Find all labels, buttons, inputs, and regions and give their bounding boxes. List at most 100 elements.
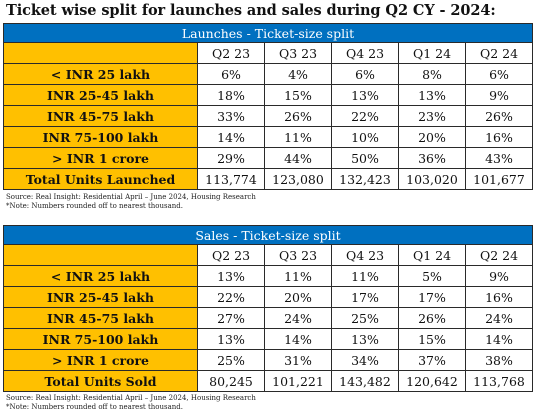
table-cell: 101,221	[264, 370, 332, 392]
column-header: Q3 23	[264, 42, 332, 64]
table-cell: 23%	[398, 105, 466, 127]
row-label: INR 25-45 lakh	[3, 84, 198, 106]
table-cell: 113,768	[464, 370, 534, 392]
table-row: INR 25-45 lakh 18% 15% 13% 13% 9%	[3, 84, 533, 106]
table-cell: 6%	[197, 63, 265, 85]
table-cell: 24%	[464, 307, 534, 329]
table-cell: 132,423	[331, 168, 399, 190]
table-cell: 11%	[264, 126, 332, 148]
table-cell: 13%	[331, 328, 399, 350]
sales-table: Sales - Ticket-size split Q2 23 Q3 23 Q4…	[2, 225, 534, 392]
header-blank-cell	[3, 244, 198, 266]
launches-table: Launches - Ticket-size split Q2 23 Q3 23…	[3, 23, 533, 190]
launches-table-header: Launches - Ticket-size split	[3, 23, 533, 43]
table-cell: 33%	[197, 105, 265, 127]
table-cell: 50%	[331, 147, 399, 169]
table-cell: 13%	[197, 265, 265, 287]
table-cell: 9%	[464, 265, 534, 287]
table-cell: 43%	[465, 147, 533, 169]
table-cell: 26%	[398, 307, 466, 329]
table-row: INR 45-75 lakh 33% 26% 22% 23% 26%	[3, 105, 533, 127]
table-cell: 15%	[264, 84, 332, 106]
total-row: Total Units Launched 113,774 123,080 132…	[3, 168, 533, 190]
table-cell: 6%	[465, 63, 533, 85]
table-cell: 8%	[398, 63, 466, 85]
table-cell: 14%	[264, 328, 332, 350]
source-text: Source: Real Insight: Residential April …	[6, 193, 256, 201]
source-text: Source: Real Insight: Residential April …	[6, 394, 256, 402]
row-label: INR 45-75 lakh	[3, 307, 198, 329]
table-cell: 16%	[464, 286, 534, 308]
table-cell: 36%	[398, 147, 466, 169]
table-row: INR 45-75 lakh 27% 24% 25% 26% 24%	[3, 307, 534, 329]
table-row: < INR 25 lakh 13% 11% 11% 5% 9%	[3, 265, 534, 287]
row-label: > INR 1 crore	[3, 147, 198, 169]
table-row: > INR 1 crore 29% 44% 50% 36% 43%	[3, 147, 533, 169]
table-cell: 22%	[331, 105, 399, 127]
column-header: Q1 24	[398, 42, 466, 64]
column-header: Q2 24	[464, 244, 534, 266]
row-label: > INR 1 crore	[3, 349, 198, 371]
page-title: Ticket wise split for launches and sales…	[6, 2, 496, 19]
table-cell: 13%	[398, 84, 466, 106]
row-label: < INR 25 lakh	[3, 265, 198, 287]
launches-source-note: Source: Real Insight: Residential April …	[6, 193, 256, 210]
column-header: Q4 23	[331, 42, 399, 64]
table-cell: 14%	[464, 328, 534, 350]
table-cell: 15%	[398, 328, 466, 350]
table-cell: 13%	[197, 328, 265, 350]
table-cell: 25%	[197, 349, 265, 371]
table-cell: 29%	[197, 147, 265, 169]
table-cell: 13%	[331, 84, 399, 106]
column-header: Q2 23	[197, 42, 265, 64]
sales-table-header: Sales - Ticket-size split	[2, 225, 534, 245]
table-row: INR 75-100 lakh 13% 14% 13% 15% 14%	[3, 328, 534, 350]
table-cell: 143,482	[331, 370, 399, 392]
table-cell: 101,677	[465, 168, 533, 190]
row-label: INR 25-45 lakh	[3, 286, 198, 308]
table-cell: 5%	[398, 265, 466, 287]
table-cell: 120,642	[398, 370, 466, 392]
row-label: INR 45-75 lakh	[3, 105, 198, 127]
table-cell: 11%	[331, 265, 399, 287]
column-header: Q4 23	[331, 244, 399, 266]
table-cell: 113,774	[197, 168, 265, 190]
table-cell: 20%	[264, 286, 332, 308]
table-cell: 44%	[264, 147, 332, 169]
table-cell: 27%	[197, 307, 265, 329]
table-row: < INR 25 lakh 6% 4% 6% 8% 6%	[3, 63, 533, 85]
table-row: INR 25-45 lakh 22% 20% 17% 17% 16%	[3, 286, 534, 308]
column-header: Q2 24	[465, 42, 533, 64]
table-cell: 6%	[331, 63, 399, 85]
row-label: < INR 25 lakh	[3, 63, 198, 85]
row-label: Total Units Sold	[3, 370, 198, 392]
table-cell: 34%	[331, 349, 399, 371]
table-cell: 22%	[197, 286, 265, 308]
table-cell: 31%	[264, 349, 332, 371]
table-cell: 24%	[264, 307, 332, 329]
table-cell: 26%	[264, 105, 332, 127]
row-label: INR 75-100 lakh	[3, 126, 198, 148]
table-cell: 17%	[331, 286, 399, 308]
footnote-text: *Note: Numbers rounded off to nearest th…	[6, 201, 183, 210]
table-cell: 103,020	[398, 168, 466, 190]
table-cell: 37%	[398, 349, 466, 371]
table-cell: 80,245	[197, 370, 265, 392]
table-cell: 17%	[398, 286, 466, 308]
table-row: INR 75-100 lakh 14% 11% 10% 20% 16%	[3, 126, 533, 148]
table-cell: 38%	[464, 349, 534, 371]
footnote-text: *Note: Numbers rounded off to nearest th…	[6, 402, 183, 411]
table-cell: 14%	[197, 126, 265, 148]
table-cell: 25%	[331, 307, 399, 329]
table-cell: 20%	[398, 126, 466, 148]
header-blank-cell	[3, 42, 198, 64]
column-header: Q1 24	[398, 244, 466, 266]
table-cell: 11%	[264, 265, 332, 287]
table-cell: 10%	[331, 126, 399, 148]
table-cell: 9%	[465, 84, 533, 106]
table-cell: 18%	[197, 84, 265, 106]
sales-source-note: Source: Real Insight: Residential April …	[6, 394, 256, 411]
table-row: > INR 1 crore 25% 31% 34% 37% 38%	[3, 349, 534, 371]
table-cell: 123,080	[264, 168, 332, 190]
